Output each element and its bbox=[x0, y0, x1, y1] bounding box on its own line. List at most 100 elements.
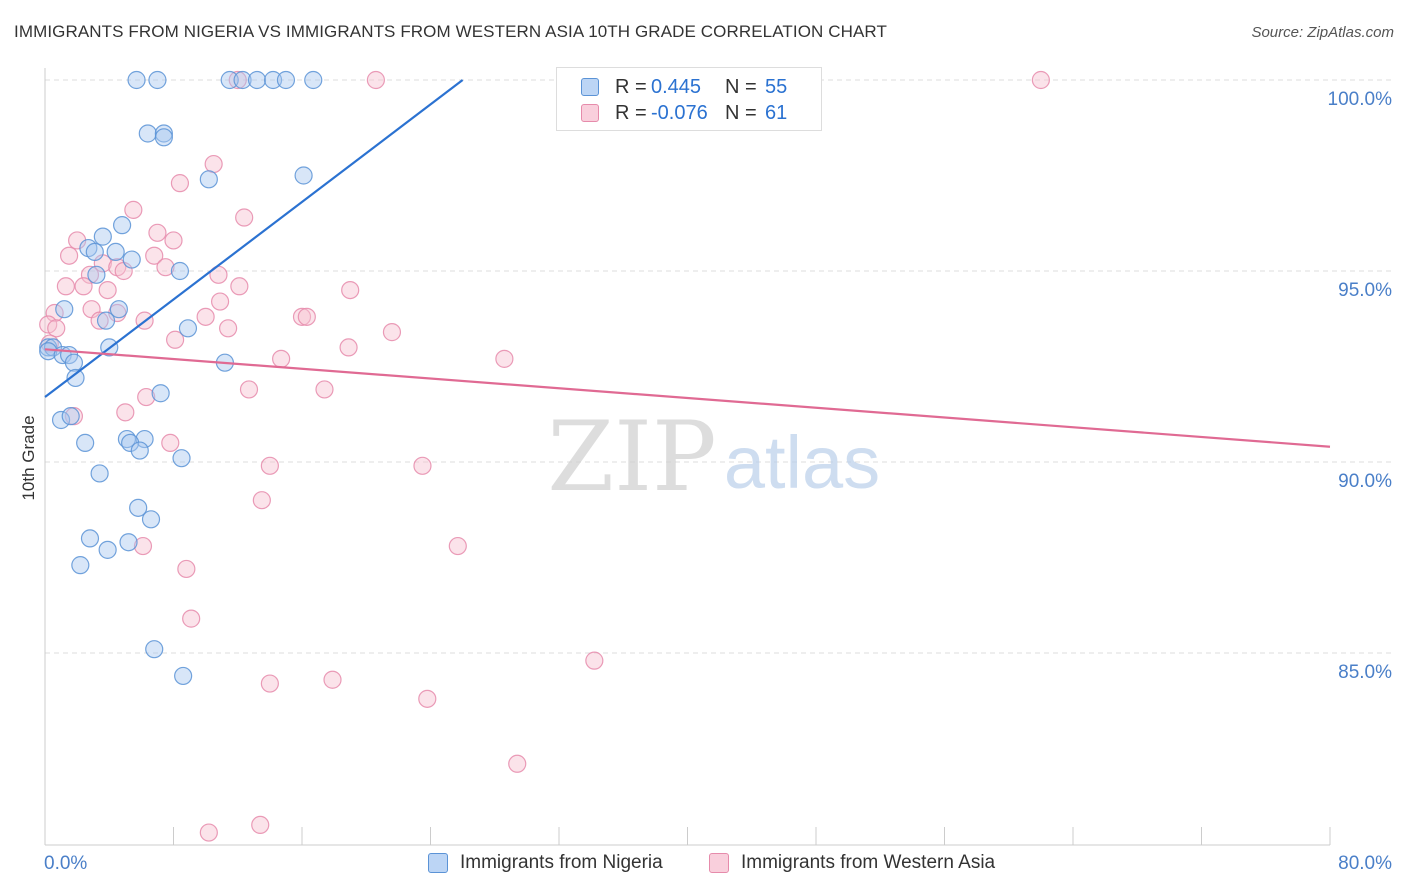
data-point bbox=[76, 433, 95, 452]
data-point bbox=[413, 456, 432, 475]
data-point bbox=[323, 670, 342, 689]
data-point bbox=[109, 300, 128, 319]
data-point bbox=[263, 70, 283, 90]
bottom-legend-label-western-asia: Immigrants from Western Asia bbox=[741, 852, 996, 873]
legend-swatch-western-asia bbox=[581, 104, 599, 122]
bottom-legend-western-asia: Immigrants from Western Asia bbox=[709, 852, 995, 874]
trend-line-western-asia bbox=[44, 348, 1331, 448]
data-point bbox=[80, 529, 100, 548]
series-nigeria-points bbox=[39, 70, 323, 686]
data-point bbox=[93, 227, 112, 246]
data-point bbox=[260, 674, 279, 693]
data-point bbox=[199, 823, 218, 842]
legend-row-western-asia: R = -0.076 N = 61 bbox=[581, 100, 795, 126]
data-point bbox=[260, 456, 279, 475]
y-tick-label: 85.0% bbox=[1338, 662, 1392, 683]
data-point bbox=[145, 246, 164, 265]
data-point bbox=[178, 319, 198, 338]
bottom-legend-label-nigeria: Immigrants from Nigeria bbox=[460, 852, 663, 873]
data-point bbox=[1031, 70, 1050, 90]
data-point bbox=[71, 556, 90, 575]
data-point bbox=[87, 265, 106, 284]
data-point bbox=[448, 536, 467, 556]
data-point bbox=[145, 640, 164, 659]
data-point bbox=[119, 533, 138, 552]
data-point bbox=[199, 170, 218, 189]
data-point bbox=[382, 323, 402, 342]
data-point bbox=[292, 307, 312, 326]
legend-r-label: R = bbox=[615, 101, 647, 124]
x-tick-label: 0.0% bbox=[44, 853, 87, 874]
data-point bbox=[154, 128, 173, 147]
data-point bbox=[315, 380, 334, 399]
y-tick-label: 95.0% bbox=[1338, 280, 1392, 301]
watermark-atlas: atlas bbox=[724, 421, 880, 504]
legend-r-value: 0.445 bbox=[651, 75, 702, 98]
data-point bbox=[252, 491, 271, 510]
data-point bbox=[45, 303, 64, 323]
x-tick-label: 80.0% bbox=[1338, 853, 1392, 874]
data-point bbox=[151, 384, 170, 403]
grid-lines bbox=[45, 79, 1392, 654]
data-point bbox=[137, 387, 156, 407]
legend-swatch-nigeria bbox=[581, 78, 599, 96]
bottom-legend-swatch-nigeria bbox=[428, 853, 448, 873]
data-point bbox=[247, 70, 267, 90]
y-axis-label: 10th Grade bbox=[19, 415, 38, 500]
legend-row-nigeria: R = 0.445 N = 55 bbox=[581, 74, 795, 100]
data-point bbox=[204, 154, 223, 174]
data-point bbox=[170, 174, 190, 193]
data-point bbox=[74, 277, 93, 296]
data-point bbox=[129, 498, 148, 517]
chart-title: IMMIGRANTS FROM NIGERIA VS IMMIGRANTS FR… bbox=[14, 22, 887, 41]
data-point bbox=[96, 311, 116, 330]
data-point bbox=[177, 559, 196, 579]
data-point bbox=[220, 70, 239, 90]
data-point bbox=[164, 231, 183, 250]
bottom-legend-nigeria: Immigrants from Nigeria bbox=[428, 852, 663, 874]
data-point bbox=[297, 307, 316, 326]
legend-n-label: N = bbox=[725, 75, 757, 98]
data-point bbox=[156, 258, 175, 277]
data-point bbox=[341, 281, 360, 300]
data-point bbox=[239, 380, 259, 399]
data-point bbox=[276, 70, 296, 90]
series-western-asia-points bbox=[39, 70, 1050, 842]
data-point bbox=[135, 429, 154, 449]
data-point bbox=[210, 292, 230, 311]
data-point bbox=[138, 124, 157, 143]
data-point bbox=[366, 70, 385, 90]
data-point bbox=[418, 689, 437, 708]
data-point bbox=[172, 449, 191, 468]
y-tick-label: 90.0% bbox=[1338, 471, 1392, 492]
legend-r-label: R = bbox=[615, 75, 647, 98]
data-point bbox=[124, 200, 143, 219]
source-label: Source: ZipAtlas.com bbox=[1251, 24, 1394, 41]
data-point bbox=[141, 510, 161, 529]
data-point bbox=[148, 223, 167, 242]
data-point bbox=[304, 70, 323, 90]
data-point bbox=[98, 540, 117, 559]
data-point bbox=[233, 70, 252, 90]
data-point bbox=[154, 124, 173, 143]
data-point bbox=[121, 433, 140, 452]
data-point bbox=[51, 410, 71, 430]
watermark-zip: ZIP bbox=[547, 401, 716, 513]
data-point bbox=[116, 403, 135, 422]
data-point bbox=[112, 216, 132, 235]
data-point bbox=[127, 70, 146, 90]
data-point bbox=[251, 815, 270, 835]
trend-lines bbox=[44, 79, 1331, 448]
data-point bbox=[495, 349, 514, 368]
legend-n-label: N = bbox=[725, 101, 757, 124]
data-point bbox=[585, 651, 604, 670]
data-point bbox=[56, 277, 75, 296]
trend-line-nigeria bbox=[44, 79, 464, 398]
data-point bbox=[230, 277, 249, 296]
data-point bbox=[80, 265, 100, 284]
data-point bbox=[174, 666, 193, 686]
data-point bbox=[182, 609, 201, 628]
data-point bbox=[508, 754, 527, 773]
data-point bbox=[294, 166, 313, 185]
